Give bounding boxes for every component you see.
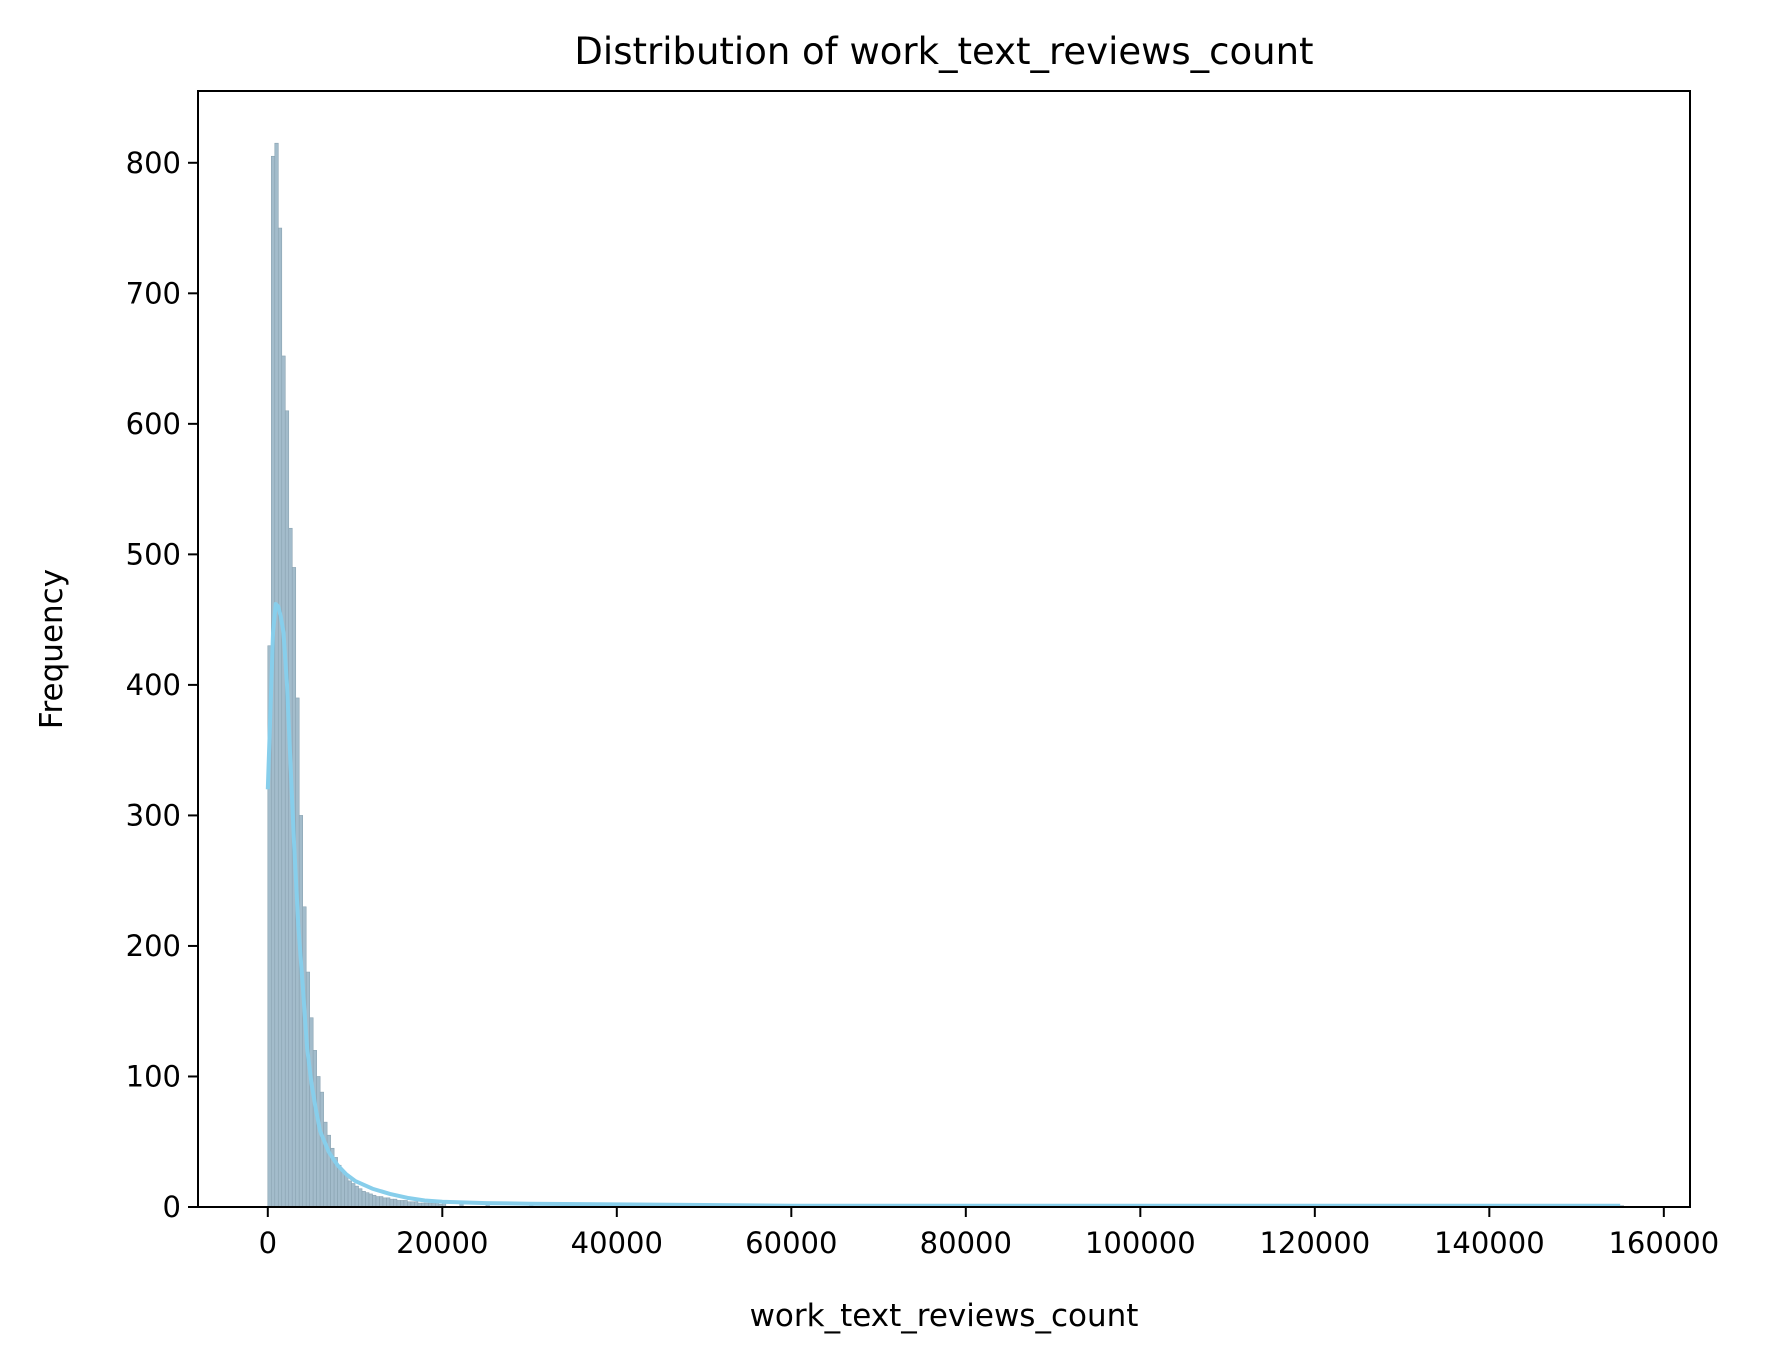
histogram-bar [347,1180,352,1208]
histogram-bar [344,1175,349,1208]
x-axis-label: work_text_reviews_count [750,1298,1139,1334]
y-axis-label: Frequency [34,569,70,729]
histogram-bar [281,355,286,1208]
histogram-bar [274,142,279,1208]
histogram-bar [312,1050,317,1208]
histogram-bar [284,410,290,1208]
histogram-bar [358,1188,363,1208]
histogram-bar [337,1164,342,1208]
x-tick-label: 60000 [745,1226,837,1260]
histogram-bar [302,906,307,1208]
histogram-bar [379,1196,384,1208]
axes-frame [197,90,1691,1208]
x-tick-label: 120000 [1259,1226,1370,1260]
x-tick-label: 100000 [1085,1226,1196,1260]
x-tick-label: 160000 [1608,1226,1719,1260]
y-tick-label: 800 [126,146,181,180]
chart-title: Distribution of work_text_reviews_count [574,30,1313,73]
histogram-bar [323,1121,328,1208]
x-tick-label: 20000 [396,1226,488,1260]
x-tick-label: 80000 [920,1226,1012,1260]
plot-area [265,142,1624,1208]
histogram-bar [372,1194,377,1208]
x-tick-label: 140000 [1434,1226,1545,1260]
y-tick-label: 500 [126,537,181,571]
histogram-bar [316,1076,321,1208]
y-tick-label: 200 [126,929,181,963]
x-tick-label: 0 [259,1226,277,1260]
histogram-bar [354,1185,359,1208]
histogram-bar [365,1192,370,1208]
y-tick-label: 600 [126,407,181,441]
y-tick-label: 0 [163,1190,181,1224]
histogram-bar [375,1196,380,1208]
histogram-bar [298,815,304,1208]
x-tick-label: 40000 [571,1226,663,1260]
y-tick-label: 300 [126,798,181,832]
y-tick-label: 400 [126,668,181,702]
y-axis: 0 100 200 300 400 500 600 700 800 [126,146,198,1224]
histogram-bar [389,1198,394,1208]
histogram-bar [382,1197,387,1208]
kde-line [265,601,1621,1208]
y-tick-label: 100 [126,1059,181,1093]
histogram-bar [351,1183,356,1208]
y-tick-label: 700 [126,276,181,310]
histogram-bar [309,1017,314,1208]
histogram-bar [368,1193,373,1208]
histogram-bar [386,1197,391,1208]
histogram-bar [319,1091,324,1208]
histogram-bar [340,1170,345,1208]
histogram-bar [277,227,283,1208]
histogram-bar [305,971,310,1208]
histogram-bar [361,1191,366,1208]
histogram-bar [393,1198,398,1208]
histogram-bar [288,527,293,1208]
x-axis: 0 20000 40000 60000 80000 100000 120000 140000 1… [259,1207,1719,1260]
